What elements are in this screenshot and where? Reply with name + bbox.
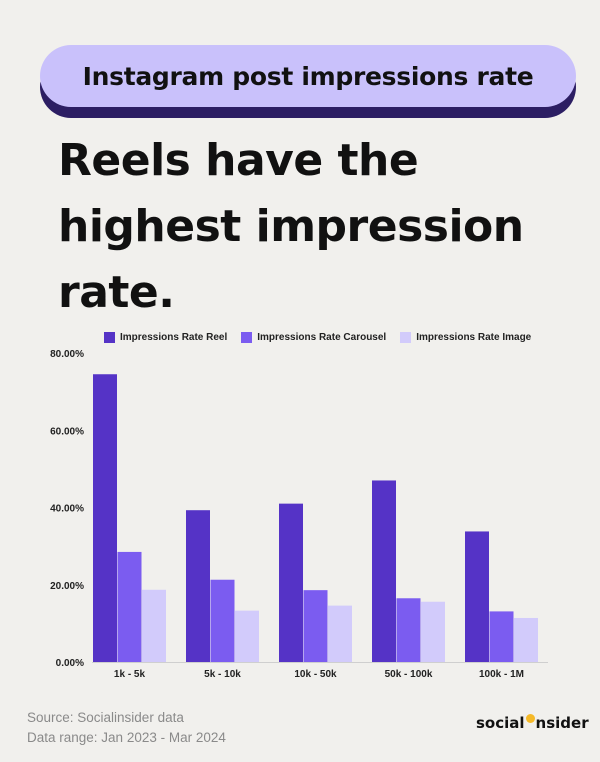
- bar-impressions-rate-image-2: [328, 605, 352, 662]
- bar-impressions-rate-reel-2: [279, 503, 303, 662]
- x-tick-label: 1k - 5k: [114, 669, 146, 680]
- y-tick-label: 60.00%: [50, 426, 84, 437]
- x-tick-label: 5k - 10k: [204, 669, 241, 680]
- legend-swatch-reel: [104, 332, 115, 343]
- y-tick-label: 40.00%: [50, 504, 84, 515]
- logo-dot-icon: [525, 713, 535, 723]
- x-tick-label: 50k - 100k: [385, 669, 433, 680]
- legend-label-carousel: Impressions Rate Carousel: [257, 332, 387, 343]
- legend-item-reel: Impressions Rate Reel: [104, 332, 227, 343]
- logo-text-right: nsider: [535, 714, 589, 732]
- legend-label-image: Impressions Rate Image: [416, 332, 532, 343]
- bar-impressions-rate-reel-1: [186, 510, 210, 662]
- bar-impressions-rate-carousel-4: [489, 611, 514, 662]
- source-text: Source: Socialinsider data: [27, 710, 184, 725]
- y-tick-label: 20.00%: [50, 581, 84, 592]
- y-tick-label: 0.00%: [56, 658, 84, 669]
- bar-impressions-rate-image-3: [421, 601, 445, 662]
- bar-impressions-rate-image-0: [142, 589, 166, 662]
- bar-impressions-rate-image-1: [235, 610, 259, 662]
- legend-item-image: Impressions Rate Image: [400, 332, 531, 343]
- legend-swatch-image: [400, 332, 412, 343]
- y-tick-label: 80.00%: [50, 349, 84, 360]
- chart-legend: Impressions Rate Reel Impressions Rate C…: [104, 332, 531, 343]
- legend-swatch-carousel: [241, 332, 253, 343]
- x-tick-label: 100k - 1M: [479, 669, 524, 680]
- pill-title: Instagram post impressions rate: [82, 61, 534, 91]
- legend-item-carousel: Impressions Rate Carousel: [241, 332, 386, 343]
- bar-impressions-rate-reel-0: [93, 374, 117, 662]
- bar-chart: 0.00% 20.00% 40.00% 60.00% 80.00% 1k - 5k 5k -…: [50, 349, 548, 680]
- bar-impressions-rate-reel-4: [465, 531, 489, 662]
- logo-text-left: social: [476, 714, 525, 732]
- x-tick-label: 10k - 50k: [294, 669, 337, 680]
- legend-label-reel: Impressions Rate Reel: [120, 332, 228, 343]
- bar-impressions-rate-carousel-3: [396, 598, 421, 662]
- date-range-text: Data range: Jan 2023 - Mar 2024: [27, 730, 226, 745]
- bar-impressions-rate-carousel-0: [117, 551, 142, 662]
- bar-impressions-rate-carousel-2: [303, 590, 328, 662]
- socialinsider-logo: social nsider: [476, 713, 589, 732]
- title-pill: Instagram post impressions rate: [40, 45, 576, 107]
- footer: Source: Socialinsider data Data range: J…: [27, 708, 226, 748]
- bar-impressions-rate-reel-3: [372, 480, 396, 662]
- headline: Reels have the highest impression rate.: [58, 135, 524, 318]
- bar-impressions-rate-image-4: [514, 617, 538, 662]
- bar-impressions-rate-carousel-1: [210, 579, 235, 662]
